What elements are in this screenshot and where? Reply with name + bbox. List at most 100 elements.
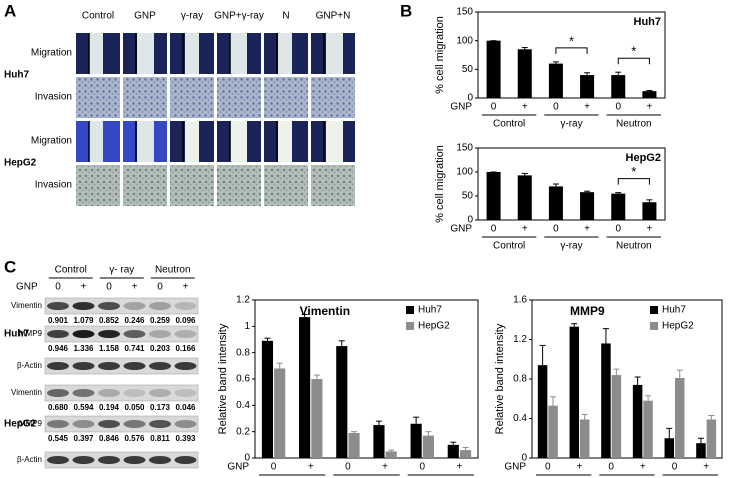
bar (611, 75, 626, 98)
bar (447, 444, 459, 458)
y-tick-label: 150 (456, 143, 473, 154)
y-tick-label: 0 (244, 453, 250, 464)
blot-value: 0.393 (175, 434, 196, 443)
blot-strip (44, 415, 199, 433)
legend-label: HepG2 (418, 321, 450, 332)
blot-strip (44, 384, 199, 402)
column-label: GNP (134, 11, 156, 22)
blot-group-label: Neutron (155, 265, 191, 276)
blot-band (47, 389, 69, 397)
bar (548, 405, 558, 458)
cell-line-label: HepG2 (4, 158, 37, 169)
bar (580, 75, 595, 98)
x-tick-label: + (308, 462, 314, 473)
blot-band (174, 420, 197, 428)
bar (486, 172, 501, 220)
blot-group-label: Control (55, 265, 87, 276)
y-tick-label: 0.8 (236, 347, 250, 358)
x-tick-label: + (646, 102, 652, 113)
image-tile (217, 77, 261, 118)
image-tile (76, 165, 120, 206)
legend-swatch (650, 322, 658, 330)
bar (548, 63, 563, 98)
blot-band (149, 362, 171, 370)
blot-band (47, 456, 69, 464)
bar (643, 400, 653, 458)
y-tick-label: 1.2 (236, 295, 250, 306)
x-tick-label: 0 (419, 462, 425, 473)
x-tick-label: + (577, 462, 583, 473)
image-tile (170, 77, 214, 118)
lane-label: + (183, 282, 189, 293)
blot-value: 0.046 (175, 403, 196, 412)
blot-band (123, 456, 146, 464)
bar (706, 419, 717, 458)
panel-letter: A (4, 1, 16, 20)
chart-title: Huh7 (634, 16, 662, 28)
blot-band (149, 456, 171, 464)
bar (632, 384, 643, 458)
row-label: Migration (31, 48, 72, 59)
legend-swatch (650, 306, 658, 314)
significance-label: * (631, 164, 636, 179)
blot-row-label: MMP9 (19, 329, 43, 338)
group-label: Control (493, 119, 525, 130)
bar (642, 202, 657, 220)
x-tick-label: + (522, 224, 528, 235)
scratch-gap (230, 33, 247, 74)
bar (486, 40, 501, 98)
blot-band (174, 330, 197, 338)
blot-value: 0.166 (175, 344, 196, 353)
blot-value: 0.194 (99, 403, 120, 412)
x-tick-label: 0 (553, 102, 559, 113)
image-tile (170, 165, 214, 206)
bar (422, 435, 434, 458)
blot-gnp-label: GNP (16, 282, 38, 293)
scratch-gap (137, 121, 154, 162)
blot-band (149, 330, 171, 338)
group-label: Neutron (616, 241, 652, 252)
blot-strip (44, 297, 199, 315)
bar (385, 451, 397, 458)
x-tick-label: 0 (345, 462, 351, 473)
bar (611, 193, 626, 220)
blot-band (174, 362, 197, 370)
lane-label: 0 (106, 282, 112, 293)
blot-band (72, 302, 95, 310)
plot-frame (477, 147, 666, 221)
x-tick-label: 0 (491, 102, 497, 113)
panel-letter: B (400, 1, 412, 20)
image-tile (217, 165, 261, 206)
x-axis-label: GNP (450, 102, 472, 113)
blot-row-label: Vimentin (11, 388, 42, 397)
blot-band (98, 389, 120, 397)
column-label: GNP+N (316, 11, 351, 22)
blot-value: 0.096 (175, 316, 196, 325)
bar (459, 450, 472, 458)
blot-band (72, 456, 95, 464)
legend-label: HepG2 (662, 321, 694, 332)
bar (580, 192, 595, 220)
lane-label: 0 (55, 282, 61, 293)
significance-label: * (569, 33, 574, 48)
y-tick-label: 0.6 (236, 374, 250, 385)
y-tick-label: 50 (462, 191, 474, 202)
group-label: γ-ray (560, 119, 582, 130)
image-tile (264, 77, 308, 118)
group-label: γ-ray (560, 241, 582, 252)
scratch-gap (89, 33, 103, 74)
bar (579, 419, 590, 458)
column-label: γ-ray (181, 11, 203, 22)
significance-bracket (555, 47, 588, 54)
legend-swatch (406, 306, 414, 314)
x-tick-label: + (522, 102, 528, 113)
y-tick-label: 50 (462, 64, 474, 75)
blot-band (123, 302, 146, 310)
blot-row-label: β-Actin (17, 361, 42, 370)
x-tick-label: + (584, 224, 590, 235)
x-tick-label: 0 (271, 462, 277, 473)
y-tick-label: 0.4 (513, 413, 527, 424)
blot-band (149, 420, 171, 428)
blot-cell-line: Huh7 (4, 329, 29, 340)
image-tile (311, 165, 355, 206)
